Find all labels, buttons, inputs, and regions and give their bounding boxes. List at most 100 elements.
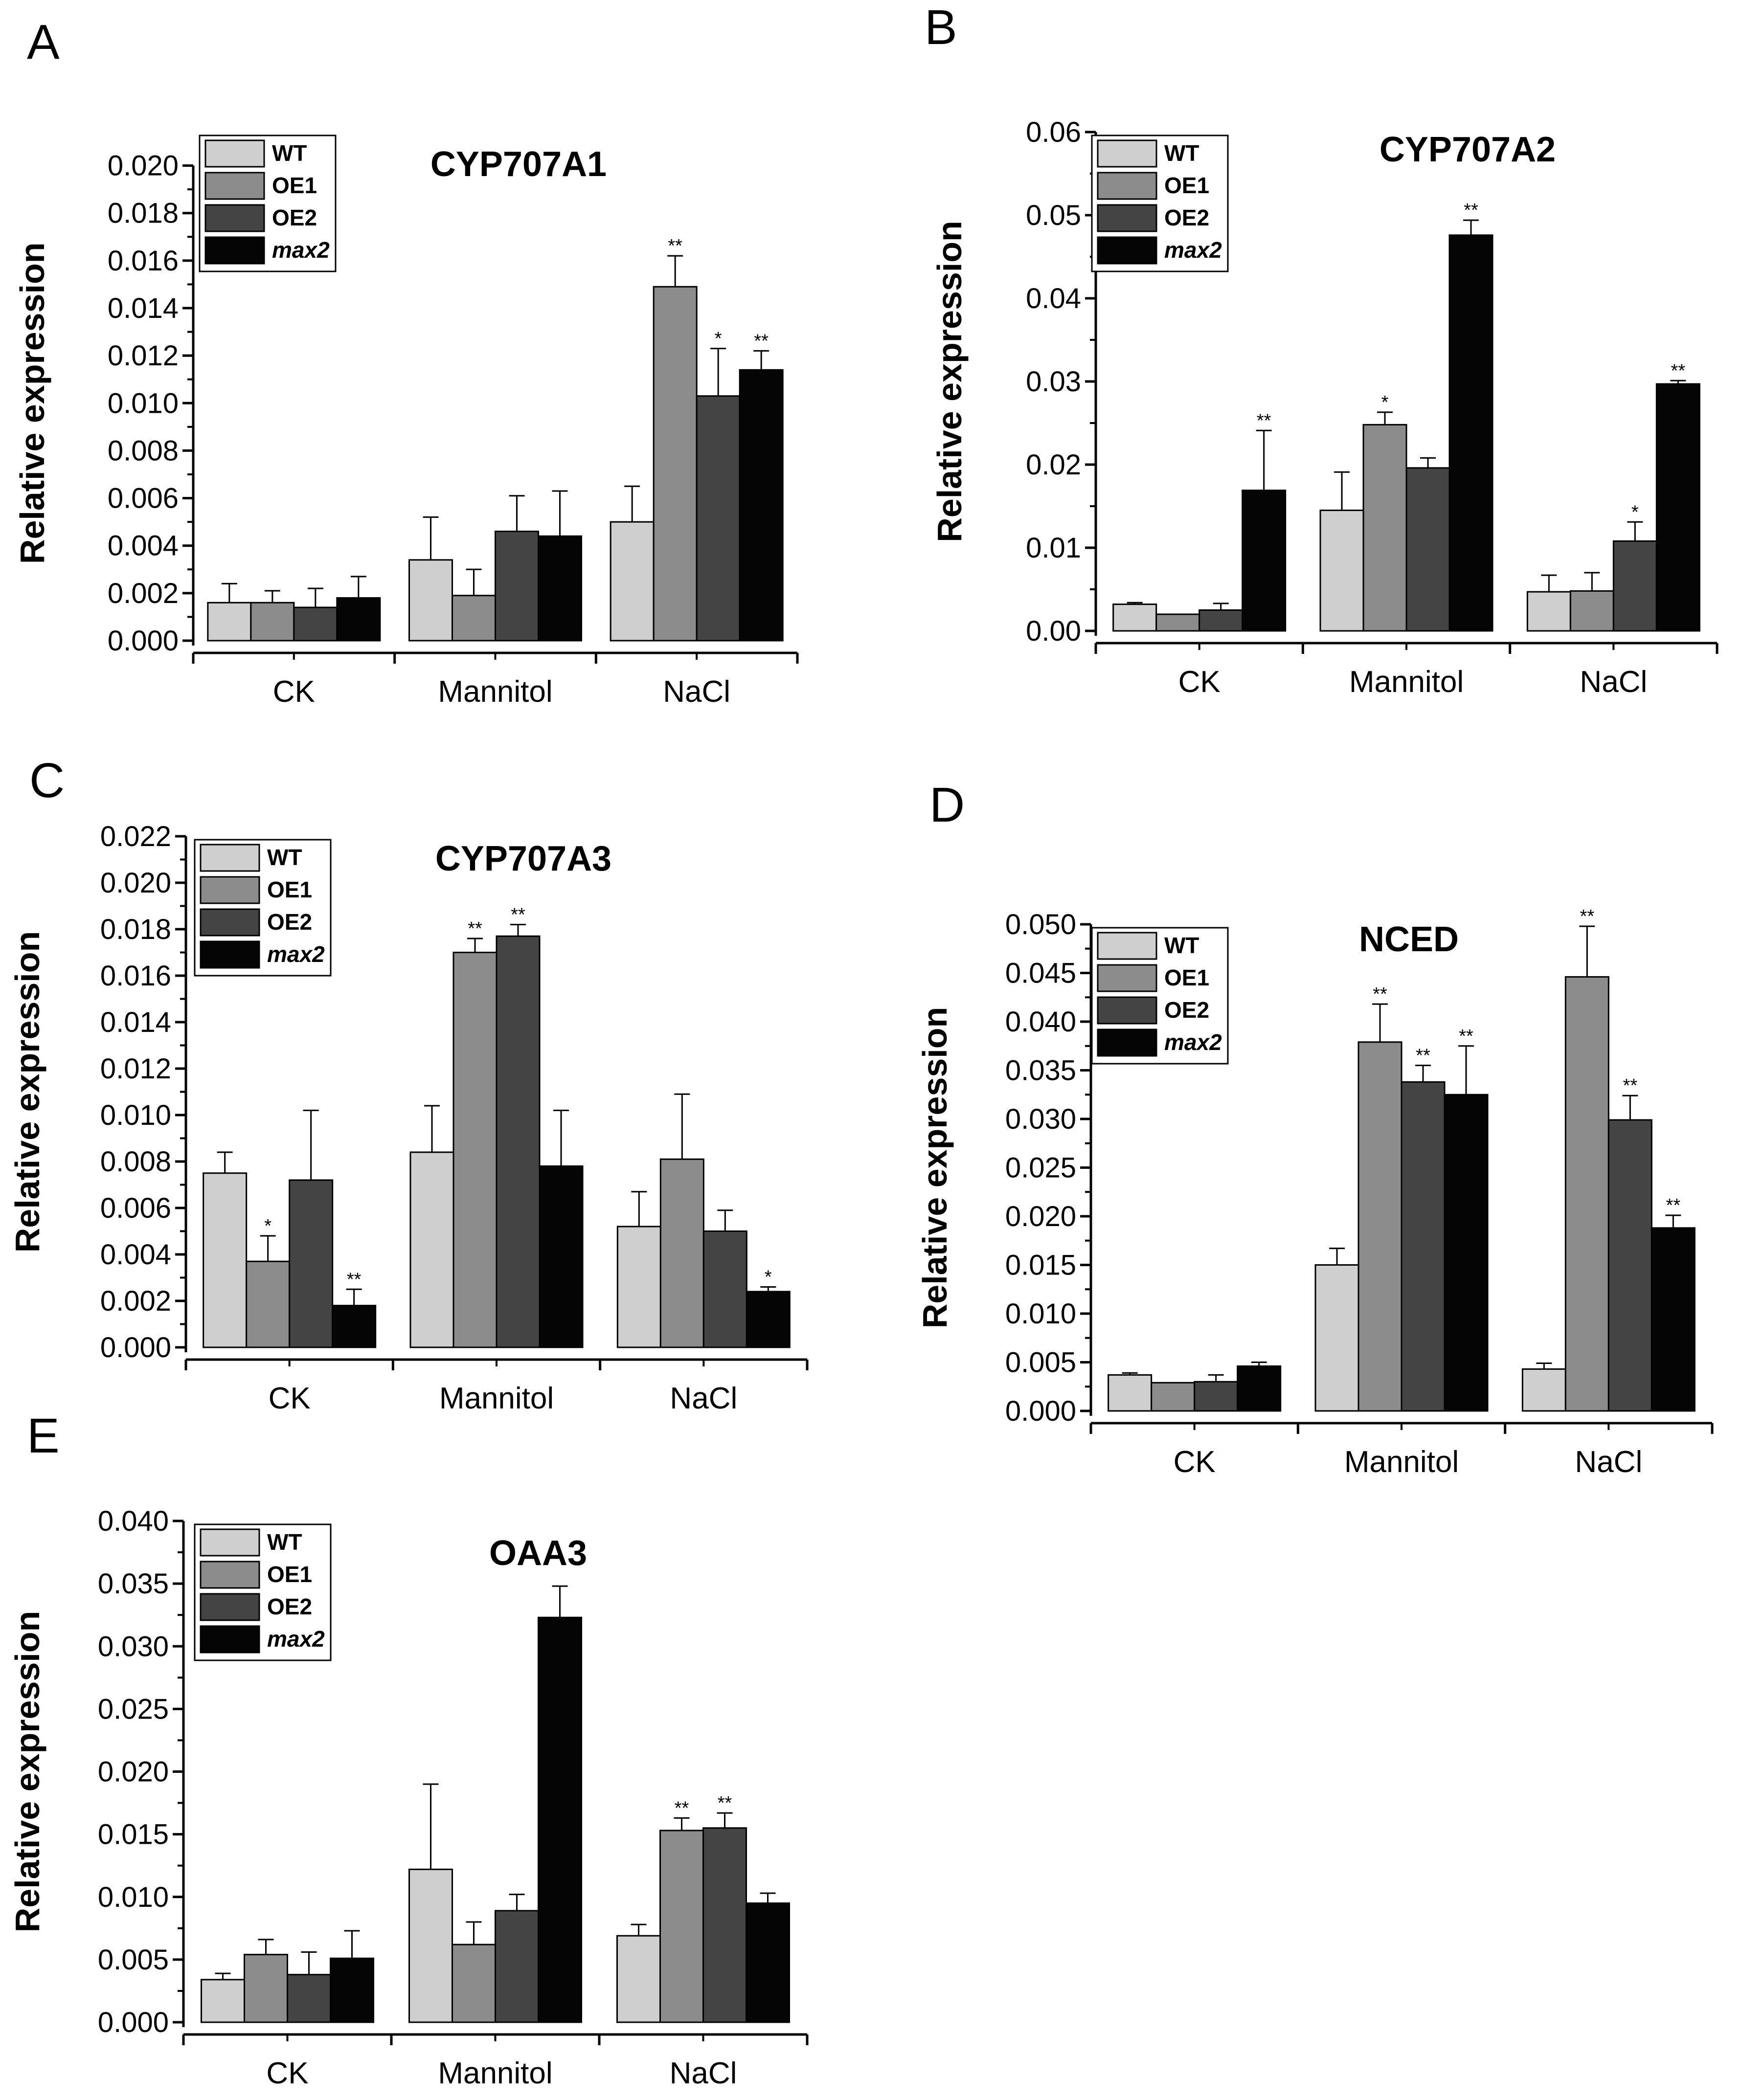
y-tick-label: 0.002	[100, 1285, 171, 1317]
x-tick-label: NaCl	[1575, 1445, 1642, 1479]
x-tick-label: CK	[273, 675, 315, 709]
bar-max2	[746, 1291, 791, 1348]
bar-max2	[739, 369, 784, 642]
significance-mark: **	[1666, 1195, 1681, 1216]
y-tick-label: 0.000	[1005, 1395, 1076, 1427]
legend-swatch-max2	[200, 1625, 260, 1653]
bar-oe2	[1607, 1119, 1652, 1412]
legend-label: OE2	[267, 909, 312, 935]
legend-swatch-oe2	[204, 204, 265, 232]
y-tick-label: 0.05	[1026, 200, 1081, 231]
y-tick-label: 0.016	[108, 245, 179, 277]
bar-oe2	[1612, 540, 1657, 632]
bar-max2	[1655, 383, 1700, 632]
legend-label: OE1	[267, 877, 312, 902]
legend-swatch-oe1	[1097, 964, 1157, 992]
y-tick-label: 0.006	[100, 1192, 171, 1224]
y-tick-label: 0.030	[98, 1631, 169, 1662]
significance-mark: **	[675, 1798, 689, 1818]
legend-swatch-oe1	[200, 1561, 260, 1589]
legend-swatch-oe1	[200, 876, 260, 904]
significance-mark: *	[1631, 502, 1639, 522]
bar-wt	[207, 602, 252, 642]
legend-label: OE1	[272, 173, 317, 198]
y-tick-label: 0.008	[108, 435, 179, 467]
legend-swatch-oe1	[204, 172, 265, 200]
y-tick-label: 0.030	[1005, 1103, 1076, 1135]
legend-label: OE2	[1164, 205, 1209, 230]
legend: WT OE1 OE2 max2	[1091, 927, 1229, 1065]
legend-swatch-wt	[1097, 139, 1157, 168]
bar-oe1	[244, 1954, 288, 2023]
y-tick-label: 0.010	[98, 1881, 169, 1913]
significance-mark: **	[1373, 984, 1387, 1005]
y-axis-label: Relative expression	[13, 243, 51, 564]
bar-oe1	[1569, 590, 1614, 632]
bar-max2	[1242, 490, 1287, 632]
legend-label: max2	[1164, 1029, 1222, 1055]
x-tick-label: Mannitol	[1349, 665, 1464, 699]
y-tick-label: 0.025	[98, 1693, 169, 1725]
y-axis-label: Relative expression	[930, 221, 969, 542]
legend: WT OE1 OE2 max2	[194, 839, 332, 977]
bar-wt	[408, 1868, 453, 2023]
y-tick-label: 0.010	[1005, 1298, 1076, 1330]
y-tick-label: 0.045	[1005, 958, 1076, 989]
y-tick-label: 0.004	[100, 1239, 171, 1271]
legend-label: WT	[267, 1529, 302, 1555]
significance-mark: *	[1381, 392, 1389, 413]
y-tick-label: 0.035	[98, 1568, 169, 1600]
y-axis-label: Relative expression	[916, 1007, 954, 1329]
bar-oe2	[702, 1827, 747, 2023]
bar-oe2	[702, 1230, 747, 1348]
y-tick-label: 0.03	[1026, 366, 1081, 398]
bar-oe1	[659, 1158, 704, 1348]
y-tick-label: 0.025	[1005, 1152, 1076, 1184]
legend-swatch-wt	[200, 844, 260, 872]
y-tick-label: 0.040	[98, 1505, 169, 1537]
bar-oe2	[1199, 609, 1244, 632]
y-tick-label: 0.004	[108, 530, 179, 562]
y-tick-label: 0.018	[108, 198, 179, 229]
bar-wt	[1526, 591, 1571, 632]
significance-mark: *	[765, 1267, 772, 1288]
legend-swatch-oe2	[1097, 996, 1157, 1025]
bar-max2	[1237, 1365, 1282, 1412]
y-tick-label: 0.01	[1026, 532, 1081, 564]
significance-mark: **	[754, 331, 769, 351]
bar-oe1	[246, 1260, 291, 1348]
bar-oe1	[659, 1830, 704, 2023]
legend-label: OE1	[1164, 965, 1209, 990]
significance-mark: **	[468, 918, 482, 939]
y-tick-label: 0.02	[1026, 449, 1081, 481]
bar-oe1	[1151, 1382, 1196, 1412]
y-tick-label: 0.005	[1005, 1347, 1076, 1379]
significance-mark: **	[668, 236, 682, 256]
significance-mark: **	[1416, 1046, 1430, 1066]
x-tick-label: Mannitol	[1344, 1445, 1459, 1479]
bar-oe1	[452, 1944, 496, 2023]
chart-title: CYP707A1	[430, 145, 607, 184]
y-tick-label: 0.015	[1005, 1250, 1076, 1281]
x-tick-label: NaCl	[1580, 665, 1647, 699]
legend-label: WT	[272, 140, 307, 166]
panel-label: D	[929, 778, 965, 832]
y-tick-label: 0.020	[98, 1756, 169, 1788]
panel-d: D 0.000 0.005 0.010 0.015 0.020 0.025 0.030 0.03…	[916, 778, 1714, 1479]
bar-oe1	[250, 602, 295, 642]
legend-label: OE1	[1164, 173, 1209, 198]
bar-wt	[1108, 1374, 1153, 1412]
bar-oe1	[452, 595, 496, 642]
x-tick-label: Mannitol	[438, 2056, 552, 2090]
legend-swatch-max2	[200, 940, 260, 969]
bar-wt	[1319, 510, 1364, 632]
y-tick-label: 0.000	[100, 1332, 171, 1363]
y-tick-label: 0.002	[108, 578, 179, 609]
y-tick-label: 0.000	[108, 625, 179, 657]
panel-label: B	[925, 0, 957, 55]
y-tick-label: 0.018	[100, 914, 171, 945]
legend-label: WT	[1164, 933, 1199, 958]
bar-oe2	[495, 531, 539, 642]
legend-label: WT	[1164, 140, 1199, 166]
